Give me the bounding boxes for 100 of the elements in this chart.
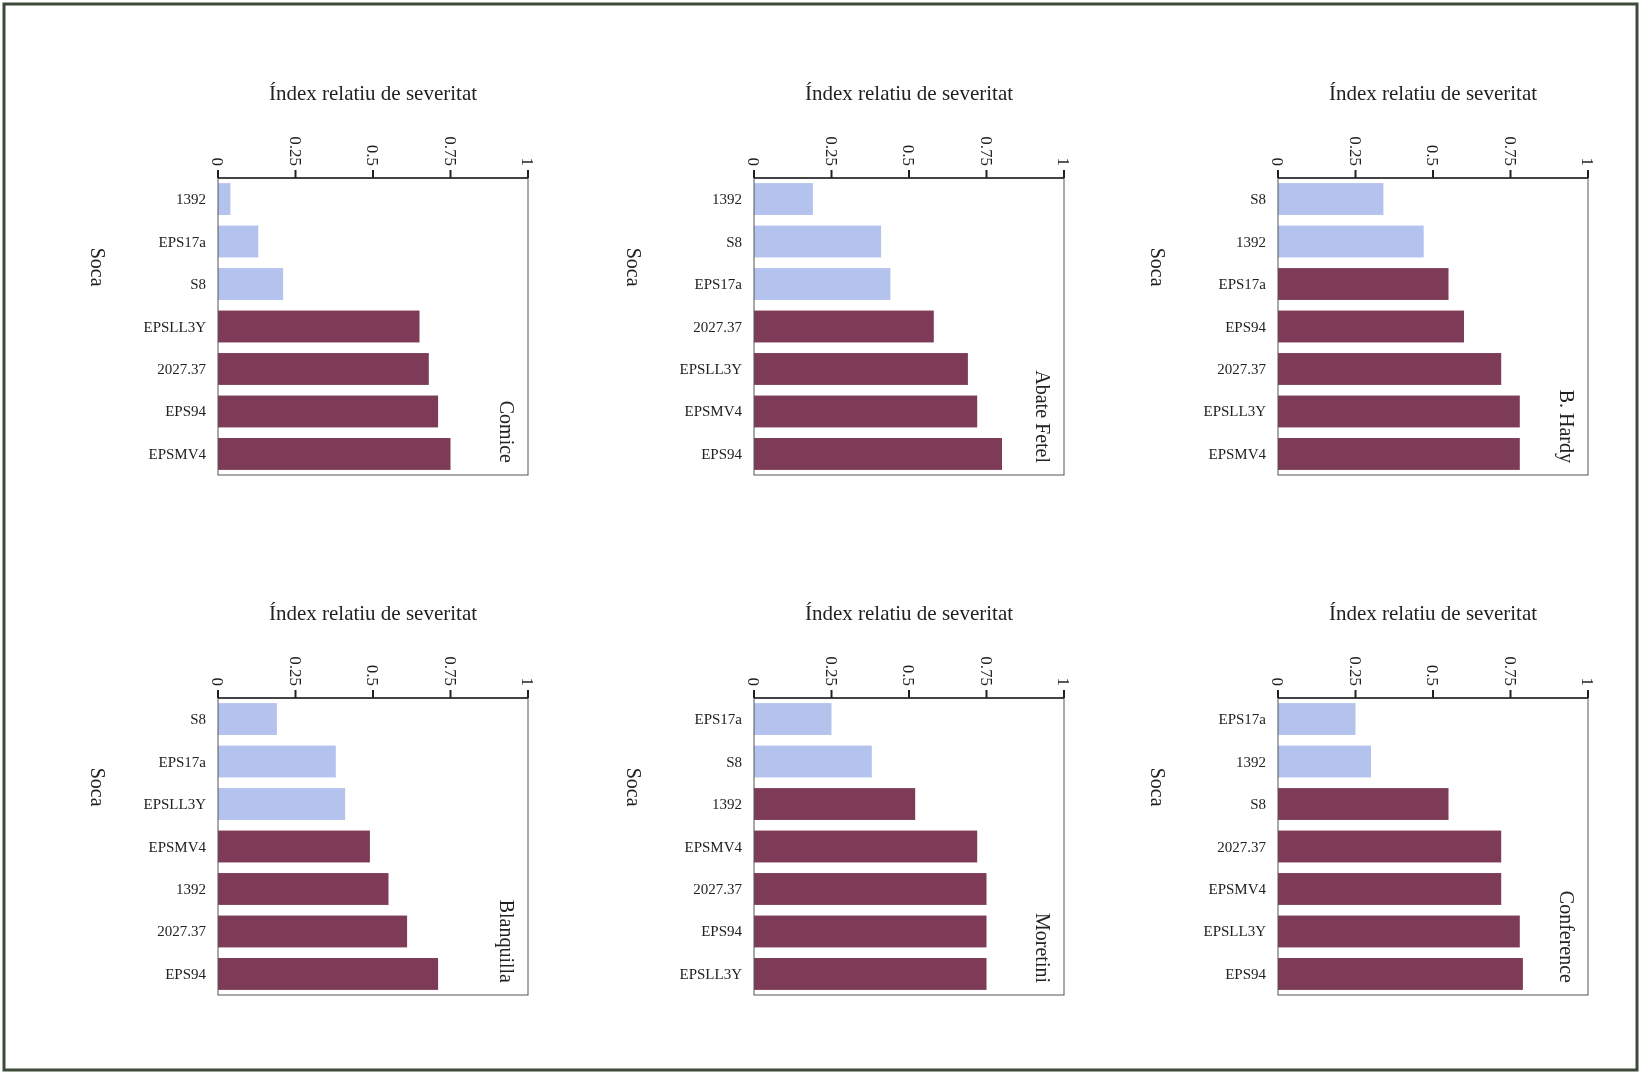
y-tick-label: EPS17a [694,711,743,728]
y-tick-label: 2027.37 [1217,360,1267,377]
y-tick-label: EPS17a [158,233,207,250]
y-tick-label: 2027.37 [157,360,207,377]
bar [218,225,259,258]
y-tick-label: 1392 [176,191,206,208]
x-tick-label: 0.75 [976,136,996,166]
x-tick-label: 0.25 [1345,656,1365,686]
y-tick-label: 2027.37 [693,318,743,335]
bar [1278,915,1520,948]
y-tick-label: EPS17a [1218,276,1267,293]
x-tick-label: 0 [208,157,227,166]
bar [218,310,420,343]
text: Conference [1556,890,1578,984]
x-axis-title: Índex relatiu de severitat [268,81,478,105]
y-tick-label: EPSMV4 [1208,445,1267,462]
bar [754,310,934,343]
bar [218,353,429,385]
bar [218,268,284,300]
x-tick-label: 0 [744,157,763,166]
bar [1278,873,1502,905]
x-tick-label: 1 [518,677,537,686]
y-tick-label: 2027.37 [157,923,207,940]
bar [1278,268,1449,300]
x-tick-label: 0.5 [1423,664,1442,686]
text: Moretini [1032,913,1054,984]
y-tick-label: EPSLL3Y [679,965,743,982]
text: Blanquilla [495,899,518,984]
bar [1278,310,1464,343]
bar [218,438,451,470]
y-tick-label: 1392 [1236,233,1266,250]
x-tick-label: 0.25 [285,136,305,166]
x-tick-label: 0.25 [1345,136,1365,166]
x-tick-label: 0.75 [1500,136,1520,166]
bar [1278,958,1523,990]
bar [754,183,813,215]
bar [1278,830,1502,863]
y-axis-title: Soca [87,247,109,287]
y-axis-title: Soca [1147,767,1169,807]
x-tick-label: 1 [518,157,537,166]
bar [1278,745,1371,778]
x-tick-label: 0.5 [363,664,382,686]
bar [218,958,439,990]
x-tick-label: 0.75 [440,656,460,686]
y-tick-label: EPS94 [1225,965,1267,982]
y-tick-label: EPS94 [1225,318,1267,335]
x-tick-label: 1 [1578,157,1597,166]
bar [218,788,346,820]
bar [754,438,1002,470]
bar [1278,225,1424,258]
y-tick-label: EPSMV4 [1208,880,1267,897]
x-tick-label: 1 [1054,677,1073,686]
y-tick-label: EPSMV4 [148,838,207,855]
x-tick-label: 0.5 [899,144,918,166]
x-tick-label: 0.5 [363,144,382,166]
y-tick-label: 1392 [176,880,206,897]
x-tick-label: 0.25 [285,656,305,686]
bar [218,915,408,948]
y-tick-label: EPS17a [1218,711,1267,728]
bar [218,873,389,905]
y-tick-label: EPSLL3Y [1203,923,1267,940]
y-tick-label: 2027.37 [1217,838,1267,855]
x-axis-title: Índex relatiu de severitat [804,81,1014,105]
y-tick-label: EPSLL3Y [143,796,207,813]
x-tick-label: 0 [208,677,227,686]
y-tick-label: EPS94 [165,403,207,420]
y-tick-label: S8 [190,276,206,293]
y-tick-label: EPS17a [694,276,743,293]
bar [1278,788,1449,820]
bar [218,830,370,863]
bar [754,830,978,863]
x-tick-label: 0.5 [899,664,918,686]
y-tick-label: 1392 [712,796,742,813]
y-tick-label: EPSLL3Y [679,360,743,377]
y-tick-label: EPSMV4 [148,445,207,462]
x-tick-label: 0 [1268,677,1287,686]
text: B. Hardy [1555,389,1578,463]
x-tick-label: 1 [1054,157,1073,166]
bar [754,703,832,735]
bar [754,225,882,258]
bar [754,395,978,428]
y-axis-title: Soca [1147,247,1169,287]
y-axis-title: Soca [623,247,645,287]
y-axis-title: Soca [623,767,645,807]
x-tick-label: 0 [744,677,763,686]
y-tick-label: EPS94 [701,923,743,940]
bar [754,745,872,778]
x-tick-label: 0.5 [1423,144,1442,166]
y-tick-label: S8 [726,233,742,250]
y-tick-label: EPS17a [158,753,207,770]
bar [754,788,916,820]
bar [754,353,968,385]
x-axis-title: Índex relatiu de severitat [804,601,1014,625]
text: Comice [496,400,518,464]
y-tick-label: 1392 [712,191,742,208]
x-tick-label: 0.75 [1500,656,1520,686]
bar [754,915,987,948]
x-tick-label: 0.75 [976,656,996,686]
bar [218,745,336,778]
y-tick-label: S8 [1250,796,1266,813]
